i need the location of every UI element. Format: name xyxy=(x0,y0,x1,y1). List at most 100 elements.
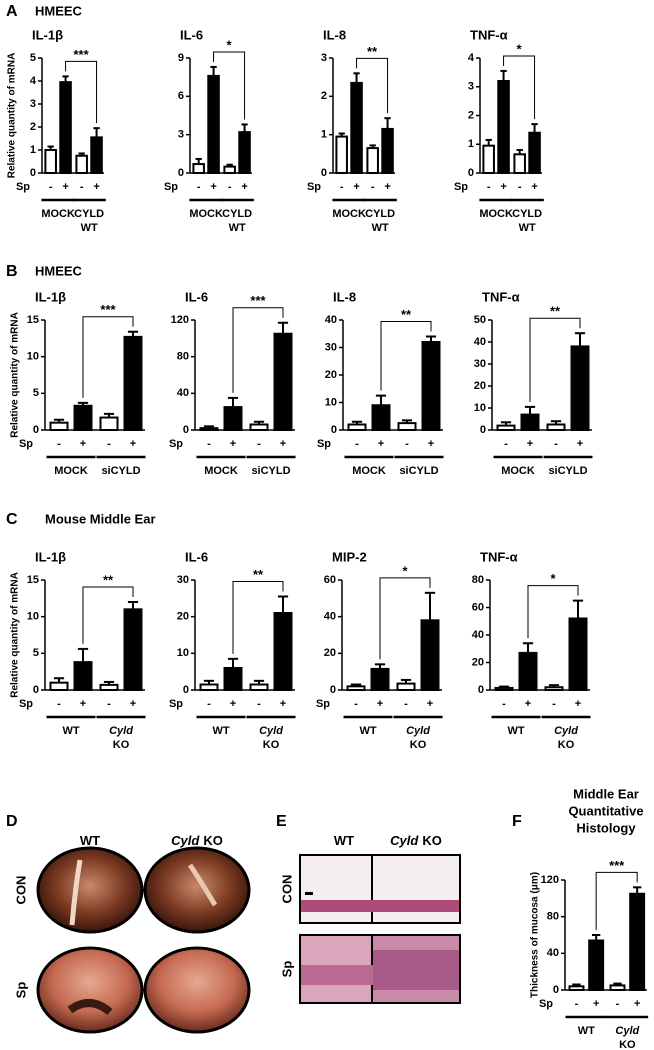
y-tick-label: 30 xyxy=(474,358,486,370)
chart-title: MIP-2 xyxy=(332,549,367,564)
bar xyxy=(73,404,93,431)
panel-letter: B xyxy=(6,263,18,280)
bar xyxy=(520,413,540,432)
y-tick-label: 15 xyxy=(27,574,39,586)
group-label: KO xyxy=(410,739,427,751)
column-label-part: WT xyxy=(80,833,100,848)
x-tick-label: - xyxy=(207,438,211,450)
category-label: Sp xyxy=(19,698,33,710)
bar xyxy=(44,149,57,174)
y-tick-label: 1 xyxy=(321,129,327,141)
significance-label: * xyxy=(550,571,556,586)
bar xyxy=(90,136,103,175)
group-label: WT xyxy=(519,222,536,234)
column-label-part: KO xyxy=(422,833,442,848)
column-label: WT xyxy=(334,833,354,848)
significance-bracket xyxy=(232,307,284,393)
bar xyxy=(49,681,69,692)
group-label: WT xyxy=(372,222,389,234)
row-label: Sp xyxy=(279,961,294,978)
y-tick-label: 2 xyxy=(30,121,36,133)
chart-title: TNF-α xyxy=(482,289,520,304)
group-label: WT xyxy=(81,222,98,234)
group-label: siCYLD xyxy=(399,465,438,477)
x-tick-label: - xyxy=(228,181,232,193)
x-tick-label: + xyxy=(500,181,506,193)
group-label: WT xyxy=(507,725,524,737)
x-tick-label: + xyxy=(384,181,390,193)
panel-letter: D xyxy=(6,813,18,830)
column-label-part: Cyld xyxy=(171,833,200,848)
bar xyxy=(223,667,243,691)
significance-label: * xyxy=(402,563,408,578)
x-tick-label: - xyxy=(504,438,508,450)
x-tick-label: + xyxy=(531,181,537,193)
category-label: Sp xyxy=(317,438,331,450)
bar xyxy=(544,686,564,691)
bar xyxy=(370,667,390,692)
group-label: CYLD xyxy=(74,208,104,220)
x-tick-label: - xyxy=(616,998,620,1010)
chart-title: TNF-α xyxy=(480,549,518,564)
x-tick-label: - xyxy=(404,698,408,710)
bar xyxy=(350,81,363,174)
group-label: siCYLD xyxy=(251,465,290,477)
y-axis-label: Relative quantity of mRNA xyxy=(10,312,21,438)
significance-bracket xyxy=(65,60,98,124)
x-tick-label: + xyxy=(80,438,86,450)
row-label: CON xyxy=(279,875,294,904)
bar xyxy=(49,421,69,431)
category-label: Sp xyxy=(16,181,30,193)
significance-label: *** xyxy=(100,302,116,317)
y-tick-label: 0 xyxy=(478,684,484,696)
y-tick-label: 3 xyxy=(178,129,184,141)
x-tick-label: + xyxy=(280,698,286,710)
y-tick-label: 5 xyxy=(33,387,39,399)
y-tick-label: 15 xyxy=(27,314,39,326)
bar xyxy=(371,404,391,431)
x-tick-label: + xyxy=(280,438,286,450)
x-tick-label: - xyxy=(340,181,344,193)
y-tick-label: 6 xyxy=(178,90,184,102)
y-axis-label: Relative quantity of mRNA xyxy=(10,572,21,698)
y-tick-label: 0 xyxy=(30,167,36,179)
y-tick-label: 40 xyxy=(472,629,484,641)
y-tick-label: 0 xyxy=(468,167,474,179)
y-tick-label: 4 xyxy=(468,52,475,64)
bar xyxy=(223,165,236,175)
significance-bracket xyxy=(379,577,431,660)
bar xyxy=(396,682,416,691)
y-tick-label: 40 xyxy=(325,314,337,326)
column-label: WT xyxy=(80,833,100,848)
chart-title: IL-1β xyxy=(35,289,66,304)
group-label: Cyld xyxy=(109,725,133,737)
chart-title: IL-6 xyxy=(180,27,203,42)
x-tick-label: - xyxy=(207,698,211,710)
chart-title: Middle Ear xyxy=(573,786,639,801)
x-tick-label: + xyxy=(427,698,433,710)
chart-title: Quantitative xyxy=(568,803,643,818)
group-label: WT xyxy=(229,222,246,234)
y-tick-label: 3 xyxy=(321,52,327,64)
y-tick-label: 80 xyxy=(177,351,189,363)
bar xyxy=(381,127,394,175)
y-tick-label: 20 xyxy=(324,647,336,659)
chart-title: TNF-α xyxy=(470,27,508,42)
group-label: MOCK xyxy=(479,208,513,220)
category-label: Sp xyxy=(164,181,178,193)
bar xyxy=(421,341,441,431)
x-tick-label: + xyxy=(130,438,136,450)
bar xyxy=(420,619,440,691)
significance-bracket xyxy=(213,51,246,120)
ear-photos xyxy=(36,846,251,1034)
bar xyxy=(518,651,538,691)
x-tick-label: - xyxy=(552,698,556,710)
bar xyxy=(192,163,205,175)
bar xyxy=(249,683,269,691)
panel-letter: A xyxy=(6,3,18,20)
x-tick-label: - xyxy=(80,181,84,193)
bar xyxy=(199,427,219,431)
group-label: siCYLD xyxy=(101,465,140,477)
y-tick-label: 80 xyxy=(472,574,484,586)
